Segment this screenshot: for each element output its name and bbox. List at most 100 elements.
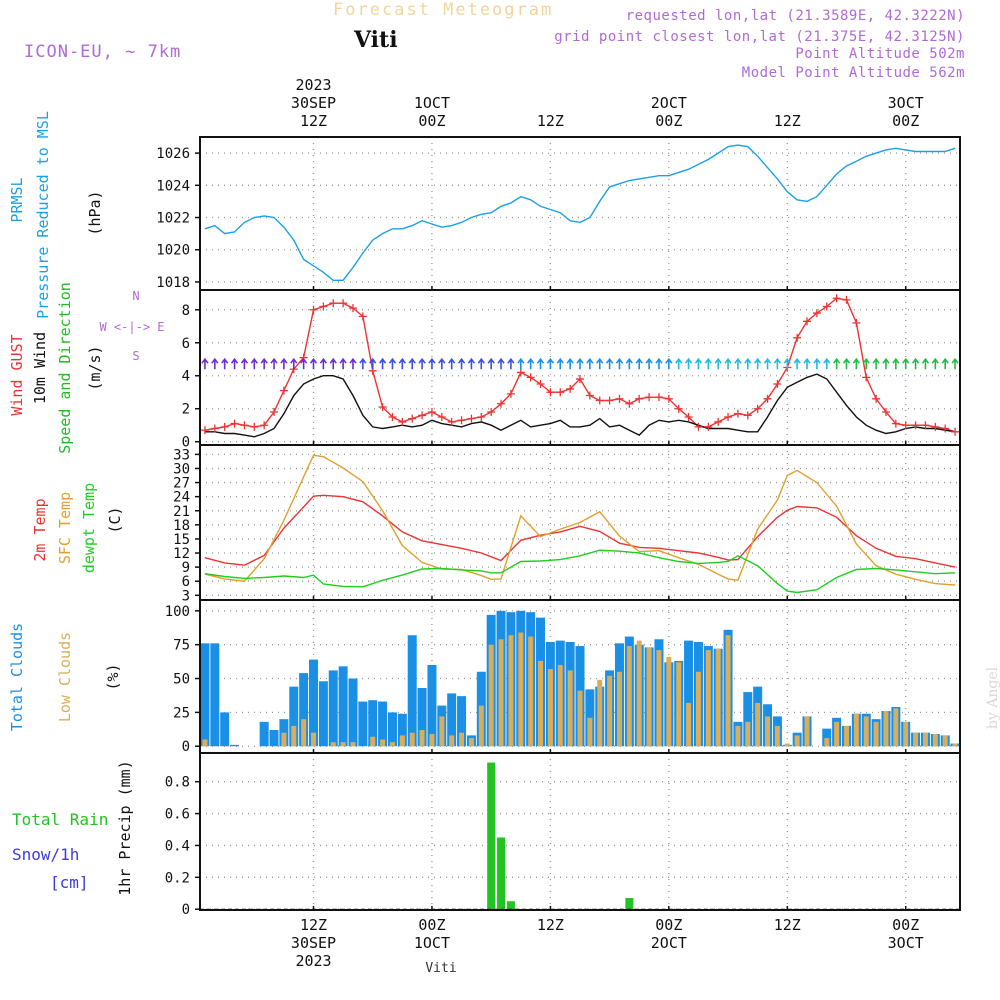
y-tick-label-precip: 0.8 xyxy=(165,775,190,791)
gust-point xyxy=(822,302,831,311)
bottom-place-label: Viti xyxy=(425,961,456,976)
wind-direction-arrow xyxy=(339,357,347,370)
pressure-reduced-label: Pressure Reduced to MSL xyxy=(34,111,52,319)
y-tick-label-temp: 18 xyxy=(173,518,190,534)
y-tick-label-temp: 33 xyxy=(173,447,190,463)
low-cloud-bar xyxy=(370,736,376,747)
wind-direction-arrow xyxy=(369,357,377,370)
total-cloud-bar xyxy=(457,696,467,747)
y-tick-label-clouds: 75 xyxy=(173,638,190,654)
gust-point xyxy=(773,379,782,388)
wind-direction-arrow xyxy=(892,357,900,370)
total-cloud-bar xyxy=(427,664,437,747)
low-cloud-bar xyxy=(547,669,553,747)
wind-direction-arrow xyxy=(605,357,614,370)
gust-point xyxy=(309,305,318,314)
gust-point xyxy=(615,394,624,403)
low-cloud-bar xyxy=(330,742,336,747)
compass-n: N xyxy=(132,289,139,303)
gust-point xyxy=(862,373,871,382)
y-tick-label-pressure: 1022 xyxy=(156,211,190,227)
wind-direction-arrow xyxy=(477,357,485,370)
y-tick-label-temp: 21 xyxy=(173,504,190,520)
gust-point xyxy=(704,422,713,431)
clouds-unit: (%) xyxy=(104,663,122,690)
gust-point xyxy=(625,399,634,408)
low-cloud-bar xyxy=(745,721,751,747)
gust-point xyxy=(911,421,920,430)
gust-point xyxy=(684,412,693,421)
gust-point xyxy=(220,422,229,431)
low-cloud-bar xyxy=(340,742,346,747)
y-tick-label-temp: 24 xyxy=(173,490,190,506)
low-cloud-bar xyxy=(429,734,435,747)
wind-direction-arrow xyxy=(842,357,851,370)
low-cloud-bar xyxy=(705,650,711,747)
wind-direction-arrow xyxy=(457,357,466,370)
gust-point xyxy=(427,408,436,417)
wind-direction-arrow xyxy=(635,357,643,370)
low-cloud-bar xyxy=(557,664,563,747)
wind-gust-label: Wind GUST xyxy=(8,334,26,415)
total-clouds-label: Total Clouds xyxy=(8,623,26,731)
low-cloud-bar xyxy=(932,734,938,747)
gust-point xyxy=(210,424,219,433)
gust-point xyxy=(240,421,249,430)
wind-direction-arrow xyxy=(507,357,515,370)
gust-point xyxy=(635,394,644,403)
wind-direction-arrow xyxy=(378,357,387,370)
wind-direction-arrow xyxy=(615,357,624,370)
wind-direction-arrow xyxy=(359,357,367,370)
low-cloud-bar xyxy=(903,721,909,747)
gust-point xyxy=(576,375,584,384)
wind-10m-label: 10m Wind xyxy=(31,332,49,404)
wind-direction-arrow xyxy=(418,357,426,370)
bottom-time-label: 00Z xyxy=(418,916,445,934)
low-cloud-bar xyxy=(843,725,849,747)
total-cloud-bar xyxy=(417,688,427,747)
low-cloud-bar xyxy=(656,650,662,747)
gust-point xyxy=(645,393,654,402)
wind-direction-arrow xyxy=(694,357,703,370)
low-cloud-bar xyxy=(389,742,395,747)
gust-point xyxy=(408,414,417,423)
snow-unit-label: [cm] xyxy=(50,873,89,892)
wind-direction-arrow xyxy=(625,357,633,370)
total-cloud-bar xyxy=(259,721,269,747)
wind-direction-arrow xyxy=(576,357,584,370)
gust-point xyxy=(457,416,466,425)
wind-direction-arrow xyxy=(675,357,683,370)
low-cloud-bar xyxy=(863,716,869,747)
model-altitude: Model Point Altitude 562m xyxy=(741,65,965,81)
bottom-time-label: 00Z xyxy=(892,916,919,934)
low-cloud-bar xyxy=(478,705,484,747)
panel-frames xyxy=(195,136,961,911)
wind-direction-arrow xyxy=(349,357,357,370)
wind-direction-arrow xyxy=(309,357,318,370)
wind-direction-arrow xyxy=(902,357,910,370)
low-cloud-bar xyxy=(449,735,455,747)
gust-point xyxy=(654,393,663,402)
total-cloud-bar xyxy=(299,673,309,747)
wind-direction-arrow xyxy=(566,357,574,370)
y-tick-label-precip: 0.6 xyxy=(165,807,190,823)
gust-point xyxy=(891,419,900,428)
top-time-label: 1OCT xyxy=(414,94,450,112)
temp-unit: (C) xyxy=(106,506,124,533)
total-cloud-bar xyxy=(230,744,240,747)
wind-direction-arrow xyxy=(201,357,209,370)
gust-point xyxy=(339,299,348,308)
gust-point xyxy=(901,421,910,430)
low-cloud-bar xyxy=(607,675,613,747)
wind-direction-arrow xyxy=(497,357,505,370)
y-tick-label-temp: 27 xyxy=(173,476,190,492)
low-cloud-bar xyxy=(834,721,840,747)
total-cloud-bar xyxy=(684,640,694,747)
gust-point xyxy=(941,424,950,433)
low-cloud-bar xyxy=(784,743,790,747)
low-cloud-bar xyxy=(301,719,307,747)
low-cloud-bar xyxy=(765,716,771,747)
gust-point xyxy=(743,411,752,420)
gust-point xyxy=(329,299,338,308)
y-tick-label-clouds: 25 xyxy=(173,705,190,721)
